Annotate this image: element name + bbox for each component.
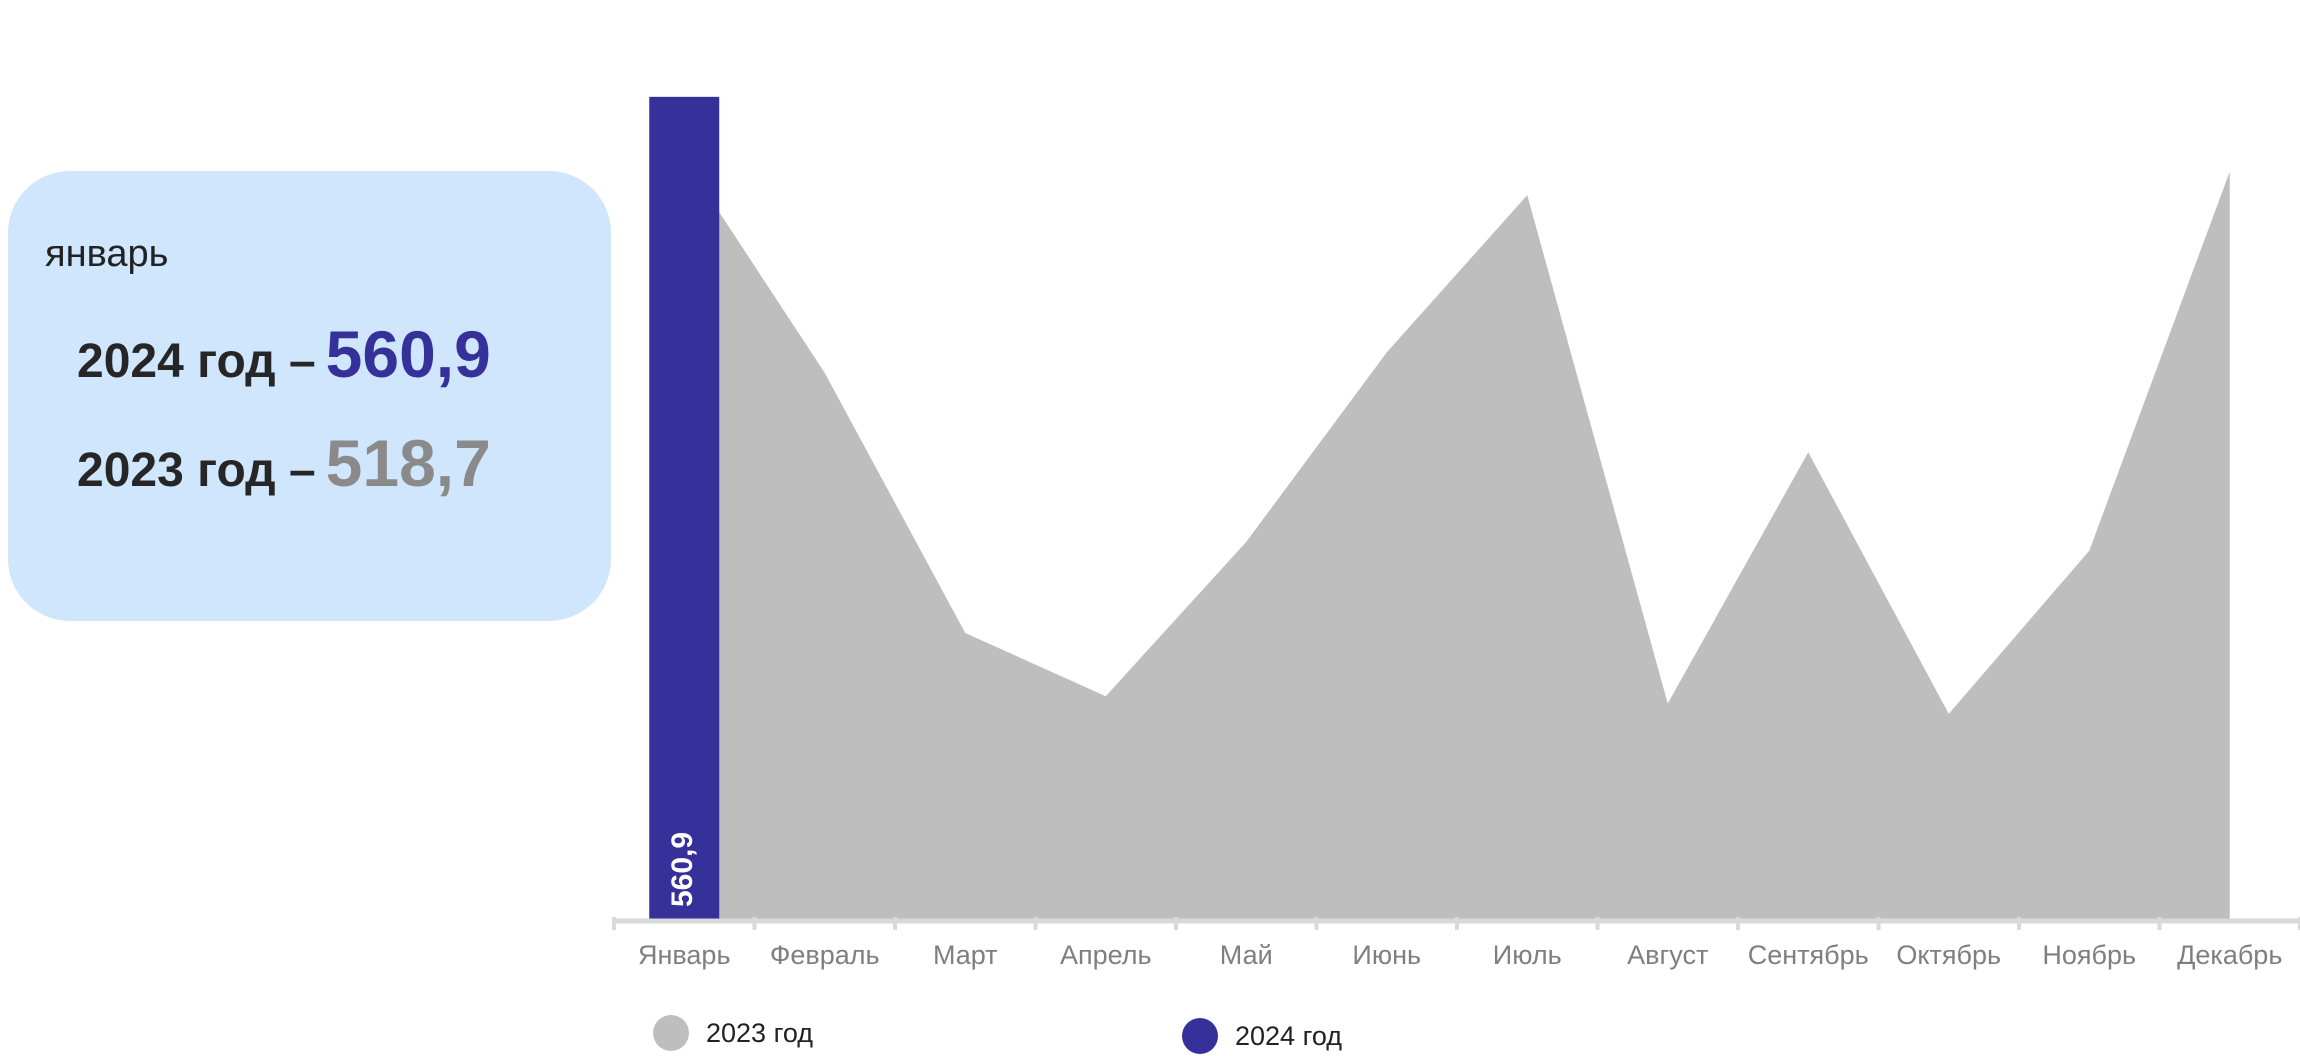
x-tick-label-8: Август — [1627, 940, 1708, 970]
x-tick-label-1: Январь — [638, 940, 731, 970]
card-row-2024: 2024 год –560,9 — [77, 316, 491, 392]
info-card: январь 2024 год –560,9 2023 год –518,7 — [8, 171, 611, 621]
legend-item-2024: 2024 год — [1182, 1018, 1342, 1054]
bar-data-label-1: 560,9 — [666, 832, 699, 907]
x-tick-label-2: Февраль — [770, 940, 880, 970]
x-tick-label-11: Ноябрь — [2042, 940, 2136, 970]
x-tick-label-3: Март — [933, 940, 998, 970]
x-tick-label-12: Декабрь — [2177, 940, 2282, 970]
x-tick-label-9: Сентябрь — [1748, 940, 1869, 970]
x-tick-label-10: Октябрь — [1896, 940, 2001, 970]
legend-label-2024: 2024 год — [1235, 1020, 1342, 1051]
area-bar-chart: 560,9 Январь Февраль Март Апрель Май Июнь Июль А… — [612, 96, 2300, 970]
legend-swatch-2023 — [653, 1015, 689, 1051]
card-row-2023: 2023 год –518,7 — [77, 425, 491, 501]
card-value-2024: 560,9 — [325, 317, 491, 391]
x-tick-label-4: Апрель — [1060, 940, 1152, 970]
bar-2024-1 — [649, 96, 720, 921]
x-tick-label-5: Май — [1220, 940, 1273, 970]
card-month-title: январь — [45, 233, 169, 275]
x-tick-label-7: Июль — [1493, 940, 1562, 970]
card-value-2023: 518,7 — [325, 426, 491, 500]
area-series-2023 — [684, 158, 2230, 921]
card-label-2024: 2024 год – — [77, 335, 316, 388]
legend-label-2023: 2023 год — [706, 1017, 813, 1048]
card-label-2023: 2023 год – — [77, 444, 316, 497]
x-tick-label-6: Июнь — [1352, 940, 1421, 970]
legend-item-2023: 2023 год — [653, 1015, 813, 1051]
legend-swatch-2024 — [1182, 1018, 1218, 1054]
